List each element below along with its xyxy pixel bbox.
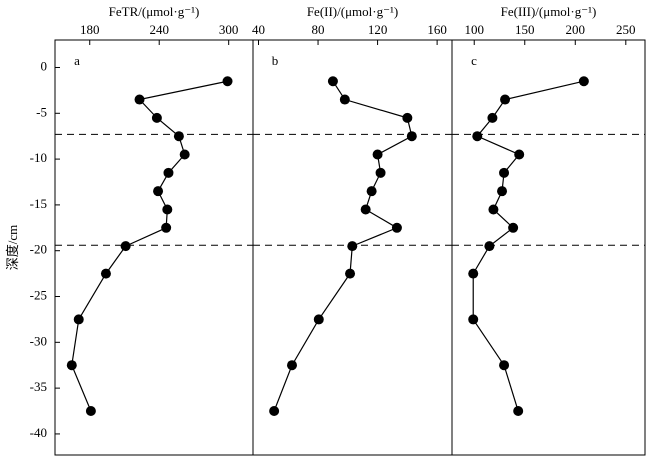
data-point (339, 94, 350, 105)
y-tick-label: -40 (30, 425, 47, 440)
data-point (500, 94, 511, 105)
x-tick-label: 120 (368, 22, 388, 37)
panel-frame (451, 39, 646, 456)
data-point (269, 406, 280, 417)
data-point (508, 222, 519, 233)
data-point (286, 360, 297, 371)
data-point (179, 149, 190, 160)
data-point (406, 131, 417, 142)
x-tick-label: 200 (566, 22, 586, 37)
panel-title: FeTR/(μmol·g⁻¹) (109, 4, 200, 19)
y-tick-label: -10 (30, 150, 47, 165)
x-tick-label: 180 (80, 22, 100, 37)
y-tick-label: -25 (30, 287, 47, 302)
data-point (366, 186, 377, 197)
data-point (514, 149, 525, 160)
y-axis-label: 深度/cm (5, 225, 20, 271)
y-tick-label: -20 (30, 242, 47, 257)
data-point (375, 167, 386, 178)
data-point (488, 204, 499, 215)
data-point (578, 76, 589, 87)
data-point (468, 314, 479, 325)
data-point (372, 149, 383, 160)
panel-label: c (471, 53, 477, 68)
data-point (151, 112, 162, 123)
data-point (173, 131, 184, 142)
data-point (134, 94, 145, 105)
x-tick-label: 80 (312, 22, 325, 37)
data-point (327, 76, 338, 87)
x-tick-label: 160 (427, 22, 447, 37)
x-tick-label: 300 (219, 22, 239, 37)
data-point (497, 186, 508, 197)
data-point (499, 167, 510, 178)
data-point (313, 314, 324, 325)
data-point (100, 268, 111, 279)
data-point (484, 241, 495, 252)
y-tick-label: -35 (30, 379, 47, 394)
data-point (487, 112, 498, 123)
data-point (153, 186, 164, 197)
y-tick-label: -30 (30, 333, 47, 348)
data-point (347, 241, 358, 252)
data-point (162, 204, 173, 215)
data-point (402, 112, 413, 123)
panel-label: b (272, 53, 279, 68)
y-tick-label: 0 (41, 58, 48, 73)
data-point (513, 406, 524, 417)
x-tick-label: 40 (252, 22, 265, 37)
data-point (222, 76, 233, 87)
x-tick-label: 250 (616, 22, 636, 37)
data-point (161, 222, 172, 233)
data-point (345, 268, 356, 279)
data-point (391, 222, 402, 233)
data-point (468, 268, 479, 279)
panel-label: a (74, 53, 80, 68)
data-point (66, 360, 77, 371)
y-tick-label: -5 (36, 104, 47, 119)
panel-title: Fe(III)/(μmol·g⁻¹) (501, 4, 597, 19)
y-tick-label: -15 (30, 196, 47, 211)
x-tick-label: 150 (515, 22, 535, 37)
x-tick-label: 100 (464, 22, 484, 37)
data-point (120, 241, 131, 252)
x-tick-label: 240 (149, 22, 169, 37)
data-point (472, 131, 483, 142)
profile-line (71, 80, 228, 412)
data-point (85, 406, 96, 417)
data-point (73, 314, 84, 325)
data-point (499, 360, 510, 371)
panel-frame (54, 39, 254, 456)
data-point (360, 204, 371, 215)
panel-title: Fe(II)/(μmol·g⁻¹) (307, 4, 398, 19)
data-point (163, 167, 174, 178)
